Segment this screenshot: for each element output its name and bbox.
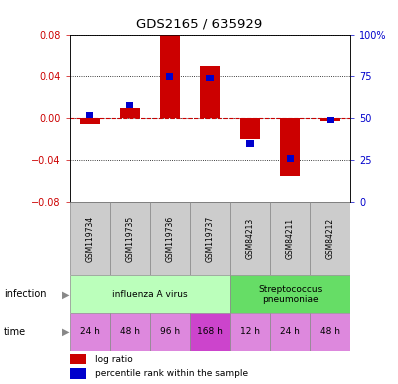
Bar — [166, 73, 174, 79]
Text: GSM84213: GSM84213 — [246, 218, 255, 260]
Bar — [70, 202, 110, 275]
Text: 168 h: 168 h — [197, 328, 223, 336]
Bar — [160, 35, 180, 118]
Bar — [126, 102, 133, 108]
Bar — [230, 202, 270, 275]
Bar — [70, 368, 86, 379]
Text: 96 h: 96 h — [160, 328, 180, 336]
Bar — [287, 156, 294, 162]
Bar — [86, 112, 93, 118]
Bar — [230, 275, 350, 313]
Bar — [270, 313, 310, 351]
Bar — [200, 66, 220, 118]
Bar — [327, 117, 334, 123]
Bar — [310, 202, 350, 275]
Text: GSM84211: GSM84211 — [286, 218, 295, 259]
Bar — [270, 202, 310, 275]
Bar — [110, 313, 150, 351]
Text: percentile rank within the sample: percentile rank within the sample — [95, 369, 248, 378]
Bar — [80, 118, 100, 124]
Text: 24 h: 24 h — [80, 328, 100, 336]
Text: ▶: ▶ — [62, 327, 69, 337]
Text: GSM119736: GSM119736 — [165, 216, 174, 262]
Bar — [230, 313, 270, 351]
Bar — [320, 118, 340, 121]
Bar — [70, 313, 110, 351]
Bar — [190, 313, 230, 351]
Bar — [70, 275, 230, 313]
Text: GSM84212: GSM84212 — [326, 218, 335, 259]
Text: influenza A virus: influenza A virus — [112, 290, 187, 299]
Bar — [280, 118, 300, 176]
Bar — [150, 202, 190, 275]
Text: 48 h: 48 h — [320, 328, 340, 336]
Bar — [120, 108, 140, 118]
Bar — [70, 354, 86, 364]
Bar — [190, 202, 230, 275]
Bar — [246, 140, 254, 147]
Text: GSM119734: GSM119734 — [85, 216, 94, 262]
Text: GSM119735: GSM119735 — [125, 216, 134, 262]
Text: log ratio: log ratio — [95, 354, 133, 364]
Text: ▶: ▶ — [62, 289, 69, 299]
Text: GSM119737: GSM119737 — [205, 216, 215, 262]
Text: 12 h: 12 h — [240, 328, 260, 336]
Bar — [150, 313, 190, 351]
Text: Streptococcus
pneumoniae: Streptococcus pneumoniae — [258, 285, 322, 304]
Bar — [310, 313, 350, 351]
Bar — [206, 75, 214, 81]
Text: 48 h: 48 h — [120, 328, 140, 336]
Text: time: time — [4, 327, 26, 337]
Bar — [110, 202, 150, 275]
Text: GDS2165 / 635929: GDS2165 / 635929 — [136, 17, 262, 30]
Text: 24 h: 24 h — [280, 328, 300, 336]
Bar — [240, 118, 260, 139]
Text: infection: infection — [4, 289, 47, 299]
